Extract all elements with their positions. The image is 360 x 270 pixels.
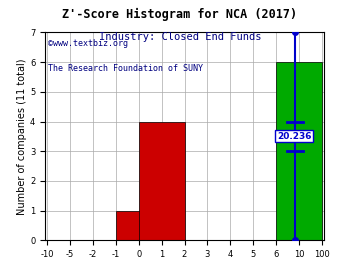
Text: The Research Foundation of SUNY: The Research Foundation of SUNY bbox=[48, 64, 203, 73]
Bar bbox=[139, 122, 185, 240]
Text: ©www.textbiz.org: ©www.textbiz.org bbox=[48, 39, 128, 48]
Text: Industry: Closed End Funds: Industry: Closed End Funds bbox=[99, 32, 261, 42]
Y-axis label: Number of companies (11 total): Number of companies (11 total) bbox=[17, 58, 27, 215]
Bar bbox=[116, 211, 162, 240]
Text: 20.236: 20.236 bbox=[277, 132, 311, 141]
Text: Z'-Score Histogram for NCA (2017): Z'-Score Histogram for NCA (2017) bbox=[62, 8, 298, 21]
Bar bbox=[276, 62, 322, 240]
